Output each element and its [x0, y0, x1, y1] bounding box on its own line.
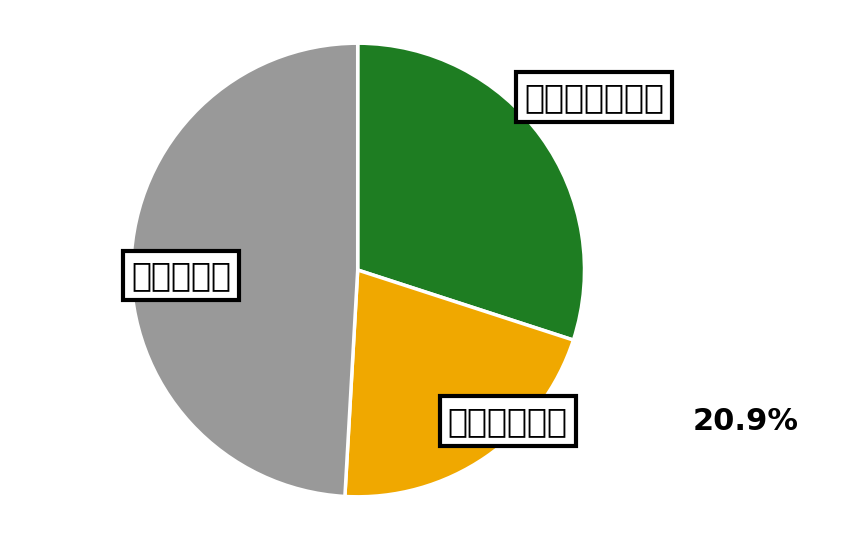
Wedge shape [131, 43, 357, 496]
Text: 役立っていない: 役立っていない [523, 80, 663, 114]
Text: わからない: わからない [131, 259, 230, 292]
Text: 49.1%: 49.1% [0, 245, 102, 278]
Wedge shape [357, 43, 584, 340]
Text: 役立っている: 役立っている [447, 404, 567, 438]
Text: 20.9%: 20.9% [692, 407, 798, 436]
Text: 30.0%: 30.0% [527, 89, 642, 122]
Wedge shape [344, 270, 573, 497]
